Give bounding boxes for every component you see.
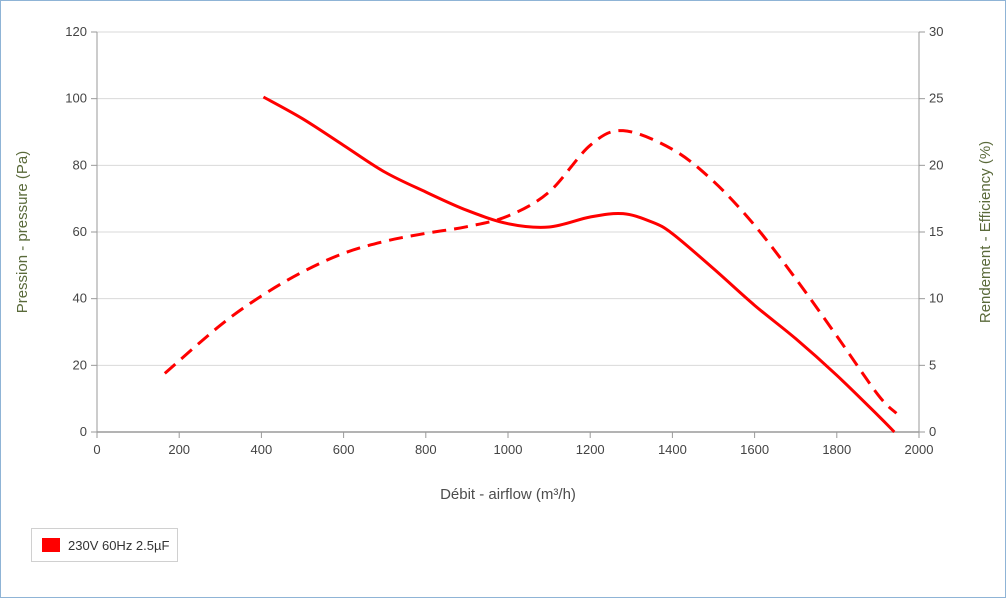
- pressure-line: [262, 95, 896, 434]
- y-tick-label: 0: [80, 424, 87, 439]
- y-tick-label: 80: [73, 157, 87, 172]
- y2-tick-label: 30: [929, 24, 943, 39]
- x-tick-label: 1800: [822, 442, 851, 457]
- x-tick-label: 800: [415, 442, 437, 457]
- x-tick-label: 1000: [494, 442, 523, 457]
- x-tick-label: 400: [251, 442, 273, 457]
- x-tick-label: 2000: [905, 442, 934, 457]
- x-tick-label: 1400: [658, 442, 687, 457]
- y-tick-label: 60: [73, 224, 87, 239]
- legend-label: 230V 60Hz 2.5µF: [68, 537, 170, 553]
- y-axis-title: Pression - pressure (Pa): [14, 151, 31, 314]
- legend[interactable]: 230V 60Hz 2.5µF: [31, 528, 179, 562]
- y2-tick-label: 5: [929, 357, 936, 372]
- x-tick-label: 1200: [576, 442, 605, 457]
- y2-tick-label: 25: [929, 91, 943, 106]
- x-tick-label: 0: [93, 442, 100, 457]
- y-tick-label: 20: [73, 357, 87, 372]
- y2-tick-label: 20: [929, 157, 943, 172]
- y2-tick-label: 0: [929, 424, 936, 439]
- y2-tick-label: 10: [929, 291, 943, 306]
- y2-tick-label: 15: [929, 224, 943, 239]
- x-tick-label: 200: [168, 442, 190, 457]
- y2-axis-title: Rendement - Efficiency (%): [977, 141, 994, 323]
- x-tick-label: 600: [333, 442, 355, 457]
- y-tick-label: 100: [65, 91, 87, 106]
- x-tick-label: 1600: [740, 442, 769, 457]
- efficiency-line: [163, 129, 898, 415]
- y-tick-label: 40: [73, 291, 87, 306]
- legend-swatch: [42, 538, 60, 552]
- x-axis-title: Débit - airflow (m³/h): [440, 486, 576, 503]
- y-tick-label: 120: [65, 24, 87, 39]
